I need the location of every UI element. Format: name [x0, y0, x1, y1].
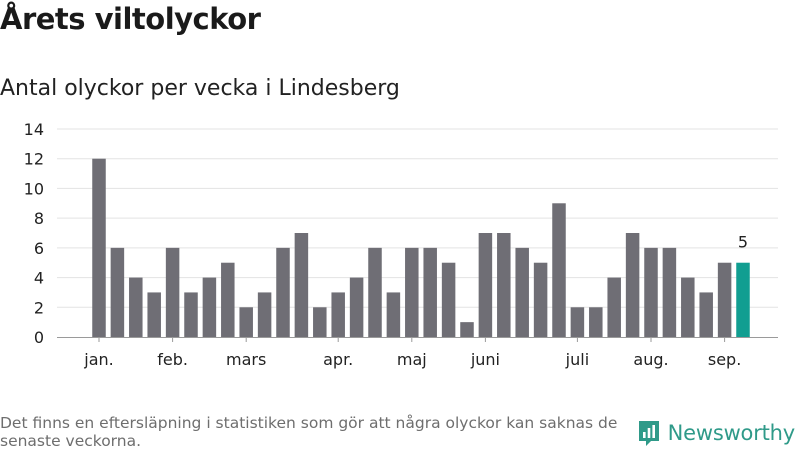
bar	[662, 247, 677, 337]
bar	[147, 292, 161, 337]
bar	[460, 322, 474, 337]
chart-subtitle: Antal olyckor per vecka i Lindesberg	[0, 76, 400, 101]
bar	[294, 233, 309, 337]
bar	[386, 292, 401, 337]
x-tick-label: aug.	[633, 350, 668, 369]
bar	[497, 233, 511, 337]
y-tick-label: 8	[34, 209, 44, 228]
x-tick-label: maj	[397, 350, 427, 369]
y-tick-label: 6	[34, 239, 44, 258]
newsworthy-brand: Newsworthy	[637, 419, 795, 447]
y-tick-label: 4	[34, 269, 44, 288]
y-tick-label: 14	[24, 120, 44, 139]
bar	[92, 158, 106, 337]
x-tick-label: juni	[470, 350, 500, 369]
highlighted-bar	[736, 262, 750, 337]
bar	[570, 307, 585, 337]
bar	[552, 203, 566, 337]
x-tick-label: juli	[565, 350, 589, 369]
bar	[625, 233, 640, 337]
bar	[717, 262, 732, 337]
chart-title: Årets viltolyckor	[0, 2, 261, 36]
footnote: Det finns en eftersläpning i statistiken…	[0, 414, 618, 450]
y-tick-label: 0	[34, 328, 44, 347]
weekly-accidents-bar-chart: 0 2 4 6 8 10 12 14 jan. feb. mars apr. maj juni juli au…	[24, 120, 778, 369]
x-tick-label: mars	[226, 350, 266, 369]
bar	[368, 247, 382, 337]
bar	[110, 247, 125, 337]
y-tick-label: 2	[34, 298, 44, 317]
bar	[331, 292, 345, 337]
bar	[202, 277, 217, 337]
data-label: 5	[738, 233, 748, 252]
bar	[221, 262, 235, 337]
bar	[644, 247, 658, 337]
bar	[607, 277, 621, 337]
bar	[313, 307, 327, 337]
bar	[405, 247, 419, 337]
bar	[349, 277, 364, 337]
bar	[478, 233, 493, 337]
bar	[533, 262, 548, 337]
bar	[423, 247, 437, 337]
bar	[276, 247, 290, 337]
bar	[699, 292, 713, 337]
x-tick-label: apr.	[323, 350, 353, 369]
bar	[165, 247, 180, 337]
bar	[129, 277, 143, 337]
brand-name: Newsworthy	[667, 421, 796, 445]
x-tick-label: jan.	[83, 350, 113, 369]
bar	[257, 292, 272, 337]
newsworthy-logo-icon	[638, 421, 659, 446]
bar	[589, 307, 603, 337]
y-tick-label: 12	[24, 150, 44, 169]
bar	[184, 292, 198, 337]
y-tick-label: 10	[24, 179, 44, 198]
x-tick-label: feb.	[157, 350, 188, 369]
x-tick-label: sep.	[708, 350, 741, 369]
bar	[515, 247, 529, 337]
bar	[681, 277, 695, 337]
bar	[239, 307, 253, 337]
bar	[441, 262, 456, 337]
